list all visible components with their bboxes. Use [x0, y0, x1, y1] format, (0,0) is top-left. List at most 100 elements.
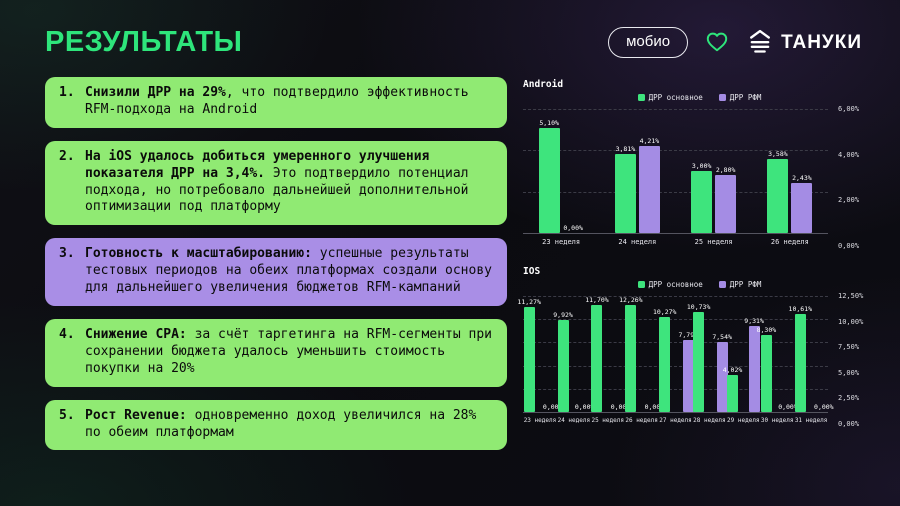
chart-title: Android — [523, 79, 564, 90]
legend-item: ДРР РФМ — [718, 93, 762, 102]
bar-value-label: 0,00% — [563, 224, 583, 232]
result-card-1: 1. Снизили ДРР на 29%, что подтвердило э… — [45, 77, 507, 128]
chart-body: 5,10% 0,00% 3,81% 4,21% 3,00% 2,80% 3,58% 2,43%… — [523, 105, 876, 250]
bar-value-label: 11,27% — [517, 298, 541, 307]
bar-value-label: 10,61% — [788, 304, 813, 313]
chart-plot-column: 11,27% 0,00% 9,92% 0,00% 11,70% 0,00% 12,26% 0,… — [517, 296, 834, 424]
chart-plot-column: 5,10% 0,00% 3,81% 4,21% 3,00% 2,80% 3,58% 2,43%… — [523, 109, 828, 246]
y-axis-tick: 0,00% — [838, 242, 860, 250]
result-card-4: 4. Снижение CPA: за счёт таргетинга на R… — [45, 319, 507, 387]
x-axis-label: 24 неделя — [618, 238, 657, 246]
bar-value-label: 2,43% — [792, 173, 812, 182]
card-text-bold: На iOS удалось добиться умеренного улучш… — [85, 148, 430, 181]
x-axis-label: 26 неделя — [770, 238, 809, 246]
card-text-bold: Готовность к масштабированию: — [85, 246, 312, 262]
x-axis-label: 23 неделя — [523, 417, 557, 424]
bar-value-label: 4,02% — [722, 365, 743, 374]
charts-panel: Android ДРР основное ДРР РФМ 5,10% 0,00% 3,… — [517, 77, 876, 450]
bar-wrap: 11,27% — [517, 296, 541, 412]
gridline — [523, 365, 828, 367]
bar-groups: 11,27% 0,00% 9,92% 0,00% 11,70% 0,00% 12,26% 0,… — [517, 296, 834, 412]
card-text-bold: Рост Revenue: — [85, 407, 187, 423]
bar-value-label: 12,26% — [619, 296, 643, 304]
bar — [614, 154, 636, 233]
y-axis-tick: 12,50% — [838, 292, 864, 300]
results-cards: 1. Снизили ДРР на 29%, что подтвердило э… — [45, 77, 507, 451]
x-axis-label: 23 неделя — [542, 238, 581, 246]
bar-wrap: 2,43% — [791, 109, 813, 233]
bar-wrap: 10,27% — [653, 296, 676, 412]
y-axis-tick: 2,50% — [838, 394, 860, 403]
bar-group: 9,92% 0,00% — [553, 296, 594, 412]
bar — [625, 305, 637, 412]
bar-value-label: 9,92% — [553, 310, 573, 319]
card-number: 5. — [59, 407, 75, 423]
bar-wrap: 0,00% — [543, 296, 563, 412]
bar-group: 3,58% 2,43% — [752, 109, 828, 233]
tanuki-logo-icon — [746, 27, 774, 59]
bar — [691, 171, 713, 233]
bar — [791, 182, 813, 233]
bar — [748, 325, 760, 412]
x-axis-label: 31 неделя — [794, 417, 828, 424]
bar-wrap: 2,80% — [715, 109, 737, 233]
chart-title: IOS — [523, 266, 541, 277]
bar-group: 3,81% 4,21% — [599, 109, 675, 233]
bar-wrap: 3,58% — [767, 109, 789, 233]
x-axis-label: 26 неделя — [625, 417, 658, 424]
x-axis-label: 25 неделя — [591, 417, 624, 424]
bar-wrap: 10,73% — [687, 296, 710, 412]
legend-swatch-icon — [718, 94, 726, 101]
chart-ios: IOS ДРР основное ДРР РФМ 11,27% 0,00% 9,92%… — [517, 266, 876, 428]
legend-label: ДРР основное — [648, 280, 703, 289]
legend-item: ДРР РФМ — [718, 280, 762, 289]
bar-value-label: 7,54% — [712, 333, 732, 342]
chart-x-axis: 23 неделя 24 неделя 25 неделя 26 неделя 27 н… — [523, 417, 828, 424]
legend-swatch-icon — [718, 281, 726, 288]
legend-label: ДРР РФМ — [729, 93, 762, 102]
bar-groups: 5,10% 0,00% 3,81% 4,21% 3,00% 2,80% 3,58% 2,43% — [523, 109, 828, 233]
bar-value-label: 9,31% — [744, 316, 764, 325]
bar-value-label: 7,79% — [678, 330, 699, 339]
bar-group: 4,02% 9,31% — [722, 296, 764, 412]
bar-value-label: 0,00% — [542, 403, 563, 411]
chart-legend: ДРР основное ДРР РФМ — [523, 280, 876, 289]
bar — [682, 339, 694, 412]
bar — [794, 313, 806, 412]
bar-wrap: 3,00% — [691, 109, 713, 233]
bar-value-label: 10,27% — [652, 307, 677, 316]
gridline — [523, 191, 828, 193]
bar-group: 3,00% 2,80% — [676, 109, 752, 233]
bar-wrap: 0,00% — [563, 109, 584, 233]
bar — [659, 316, 671, 412]
gridline — [523, 388, 828, 390]
card-text: Готовность к масштабированию: успешные р… — [85, 246, 495, 297]
bar-group: 10,27% 7,79% — [653, 296, 698, 412]
card-text-bold: Снизили ДРР на 29% — [85, 85, 226, 100]
x-axis-label: 30 неделя — [760, 417, 794, 424]
gridline — [523, 233, 828, 234]
y-axis-tick: 7,50% — [838, 343, 860, 352]
bar-wrap: 9,92% — [553, 296, 573, 412]
gridline — [523, 319, 828, 321]
bar-wrap: 4,02% — [722, 296, 743, 412]
card-text-rest: , что подтвердило эффективность RFM-подх… — [85, 85, 469, 117]
y-axis-tick: 5,00% — [838, 368, 860, 377]
bar-group: 10,61% 0,00% — [789, 296, 834, 412]
chart-plot: 5,10% 0,00% 3,81% 4,21% 3,00% 2,80% 3,58% 2,43% — [523, 109, 828, 234]
result-card-2: 2. На iOS удалось добиться умеренного ул… — [45, 140, 507, 226]
bar — [693, 312, 705, 412]
card-number: 3. — [59, 246, 75, 262]
card-number: 4. — [59, 327, 75, 343]
bar-wrap: 8,30% — [757, 296, 776, 412]
card-text: Рост Revenue: одновременно доход увеличи… — [85, 408, 495, 442]
chart-y-axis: 6,00% 4,00% 2,00% 0,00% — [828, 105, 876, 250]
card-text-bold: Снижение CPA: — [85, 327, 187, 343]
legend-swatch-icon — [637, 94, 645, 101]
mobio-logo-label: мобио — [626, 33, 671, 50]
legend-label: ДРР РФМ — [729, 280, 762, 289]
chart-legend: ДРР основное ДРР РФМ — [523, 93, 876, 102]
bar-value-label: 2,80% — [715, 166, 736, 175]
bar-wrap: 5,10% — [538, 109, 560, 233]
